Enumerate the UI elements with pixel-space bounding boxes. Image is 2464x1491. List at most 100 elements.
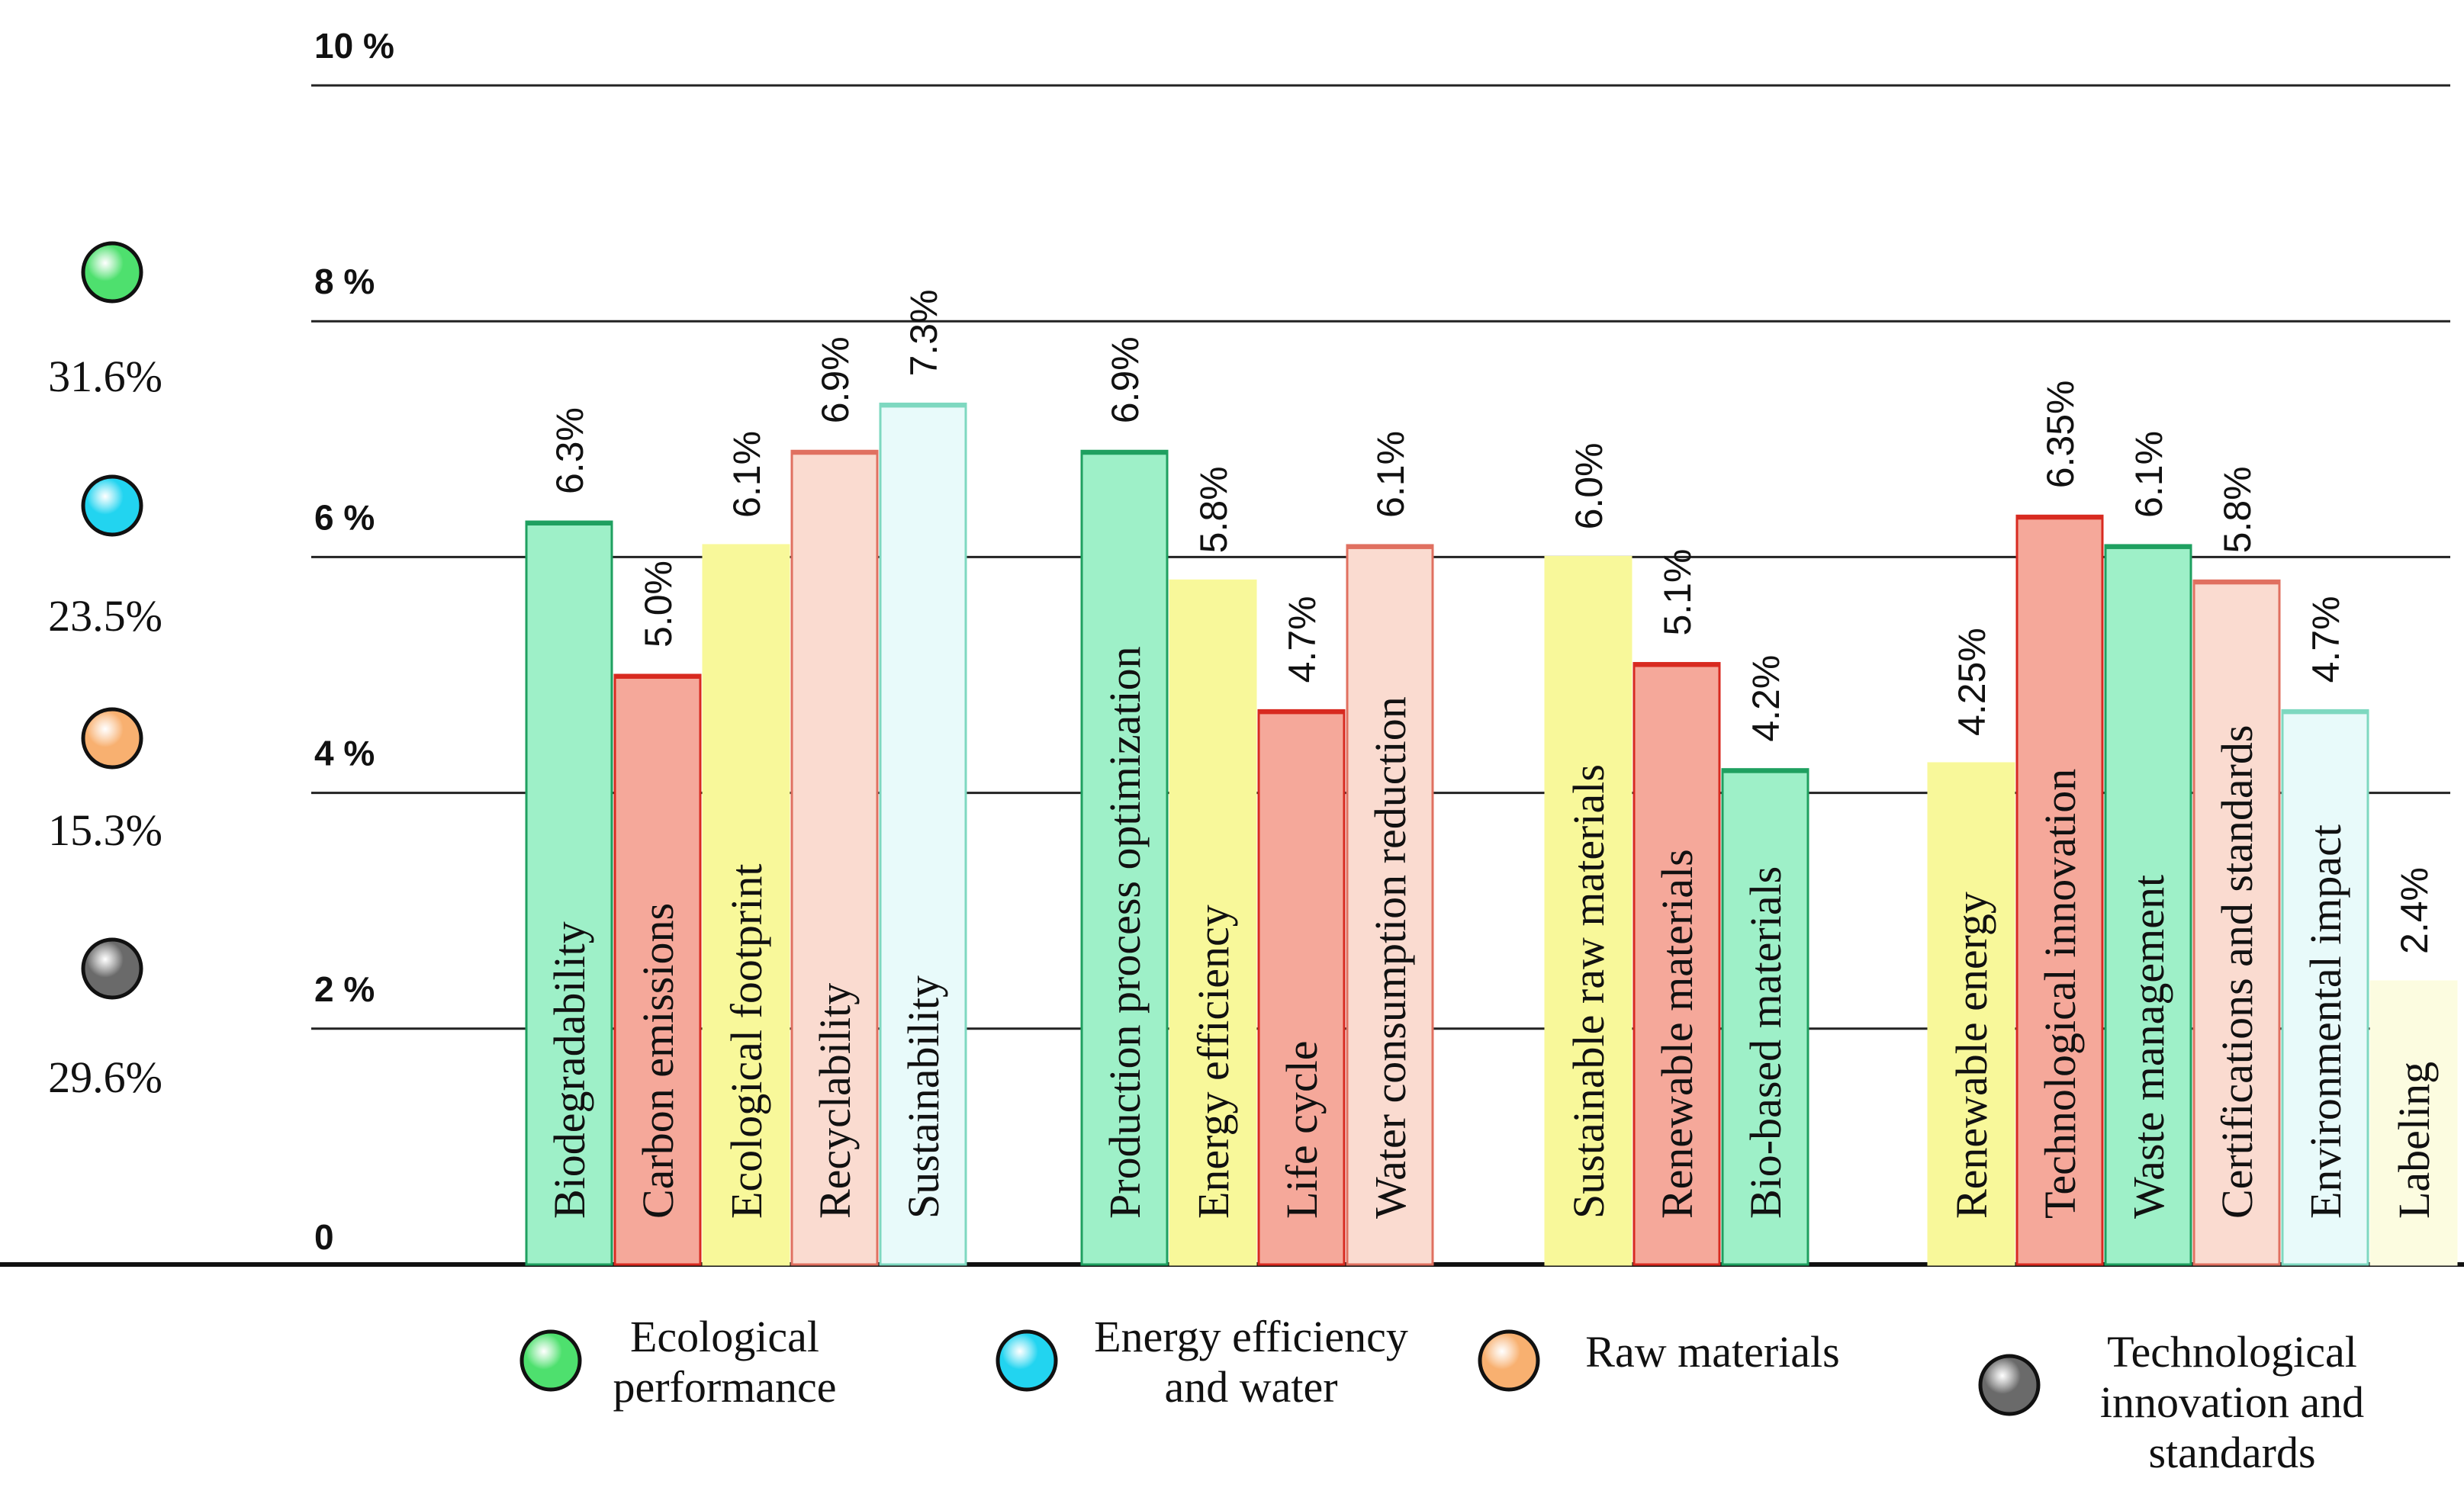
bar-top-edge	[615, 675, 700, 679]
bar-value-label: 5.8%	[1192, 466, 1235, 553]
bar-value-label: 6.35%	[2039, 381, 2082, 489]
bar-technological-innovation	[2015, 514, 2104, 1266]
bar-group-technological-innovation-and-standards: Renewable energy 4.25% Technological innov…	[1927, 381, 2458, 1266]
bar-category-label: Waste management	[2124, 875, 2173, 1219]
bar-value-label: 4.2%	[1745, 655, 1787, 742]
bar-top-edge	[1928, 763, 2014, 767]
y-axis-ticks: 0 2 % 4 % 6 % 8 % 10 %	[314, 26, 394, 1257]
share-marker-ecological-performance	[81, 241, 143, 304]
bar-category-label: Environmental impact	[2301, 824, 2350, 1219]
bar-top-edge	[2194, 580, 2279, 585]
share-marker-technological-innovation-and-standards	[81, 937, 143, 1000]
bar-top-edge	[1082, 451, 1167, 455]
share-label-energy-efficiency-and-water: 23.5%	[48, 591, 162, 641]
bar-category-label: Sustainable raw materials	[1564, 764, 1613, 1219]
y-tick-label: 6 %	[314, 497, 375, 537]
bar-value-label: 7.3%	[902, 289, 945, 376]
y-tick-label: 2 %	[314, 969, 375, 1009]
bar-value-label: 6.1%	[725, 431, 768, 518]
bar-value-label: 2.4%	[2393, 867, 2436, 954]
bar-value-label: 5.0%	[637, 561, 680, 647]
bar-top-edge	[1546, 557, 1631, 561]
bar-ecological-footprint	[702, 544, 790, 1266]
bar-biodegradability	[525, 520, 613, 1266]
bar-top-edge	[1347, 545, 1433, 549]
bar-category-label: Bio-based materials	[1741, 866, 1790, 1219]
bar-top-edge	[2017, 516, 2102, 520]
legend-item-raw-materials: Raw materials	[1478, 1327, 1840, 1392]
bar-top-edge	[703, 545, 789, 549]
bar-value-label: 6.3%	[548, 407, 591, 494]
bar-bio-based-materials	[1721, 768, 1809, 1266]
bar-sustainability	[879, 402, 967, 1266]
bar-category-label: Sustainability	[899, 975, 948, 1219]
bar-water-consumption-reduction	[1346, 544, 1434, 1266]
bar-top-edge	[526, 522, 612, 526]
bar-value-label: 6.9%	[814, 336, 857, 423]
bar-sustainable-raw-materials	[1544, 555, 1632, 1266]
bar-value-label: 4.25%	[1951, 628, 1993, 736]
bar-category-label: Biodegradability	[545, 921, 594, 1219]
bar-category-label: Labeling	[2389, 1062, 2439, 1219]
bars: Biodegradability 6.3% Carbon emissions 5.0%…	[525, 289, 2458, 1266]
bar-top-edge	[1634, 663, 1719, 667]
bar-top-edge	[2105, 545, 2191, 549]
bar-value-label: 4.7%	[1281, 596, 1324, 683]
legend-marker	[996, 1329, 1058, 1392]
group-shares: 31.6% 23.5% 15.3% 29.6%	[48, 241, 162, 1102]
bar-value-label: 5.8%	[2216, 466, 2259, 553]
bar-carbon-emissions	[613, 673, 702, 1266]
bar-category-label: Water consumption reduction	[1365, 696, 1415, 1219]
bar-category-label: Renewable energy	[1947, 892, 1996, 1219]
bar-top-edge	[2282, 710, 2368, 715]
share-label-ecological-performance: 31.6%	[48, 352, 162, 401]
legend-label: innovation and	[2100, 1377, 2364, 1427]
bar-top-edge	[2371, 981, 2456, 985]
legend-label: Ecological	[630, 1312, 819, 1361]
legend-marker	[519, 1329, 582, 1392]
bar-energy-efficiency	[1169, 579, 1257, 1266]
bar-category-label: Technological innovation	[2035, 769, 2085, 1219]
share-label-technological-innovation-and-standards: 29.6%	[48, 1052, 162, 1102]
legend-label: standards	[2148, 1428, 2315, 1477]
bar-category-label: Renewable materials	[1652, 849, 1702, 1219]
bar-group-ecological-performance: Biodegradability 6.3% Carbon emissions 5.0%…	[525, 289, 967, 1266]
bar-group-raw-materials: Sustainable raw materials 6.0% Renewable m…	[1544, 442, 1809, 1266]
bar-top-edge	[1259, 710, 1344, 715]
share-marker-energy-efficiency-and-water	[81, 474, 143, 537]
bar-renewable-energy	[1927, 762, 2015, 1266]
bar-top-edge	[880, 403, 966, 408]
share-marker-raw-materials	[81, 707, 143, 770]
bar-value-label: 4.7%	[2305, 596, 2347, 683]
legend-label: and water	[1164, 1362, 1337, 1412]
legend-marker	[1978, 1354, 2041, 1416]
bar-environmental-impact	[2281, 709, 2369, 1266]
bar-top-edge	[792, 451, 877, 455]
bar-category-label: Certifications and standards	[2212, 725, 2262, 1219]
y-tick-label: 8 %	[314, 262, 375, 301]
bar-top-edge	[1723, 769, 1808, 773]
legend-label: performance	[613, 1362, 836, 1412]
y-tick-label: 10 %	[314, 26, 394, 66]
legend-label: Raw materials	[1585, 1327, 1839, 1377]
bar-production-process-optimization	[1080, 449, 1169, 1266]
legend-marker	[1478, 1329, 1540, 1392]
bar-category-label: Ecological footprint	[722, 864, 771, 1219]
bar-value-label: 6.1%	[2128, 431, 2170, 518]
bar-value-label: 6.9%	[1104, 336, 1147, 423]
legend-label: Technological	[2107, 1327, 2357, 1377]
bar-certifications-and-standards	[2192, 579, 2281, 1266]
bar-top-edge	[1170, 580, 1256, 585]
bar-category-label: Energy efficiency	[1189, 905, 1238, 1219]
bar-value-label: 5.1%	[1656, 549, 1699, 636]
y-tick-label: 0	[314, 1217, 334, 1257]
bar-category-label: Production process optimization	[1100, 646, 1150, 1219]
bar-waste-management	[2104, 544, 2192, 1266]
bar-category-label: Carbon emissions	[633, 903, 683, 1219]
bar-category-label: Life cycle	[1277, 1041, 1327, 1219]
